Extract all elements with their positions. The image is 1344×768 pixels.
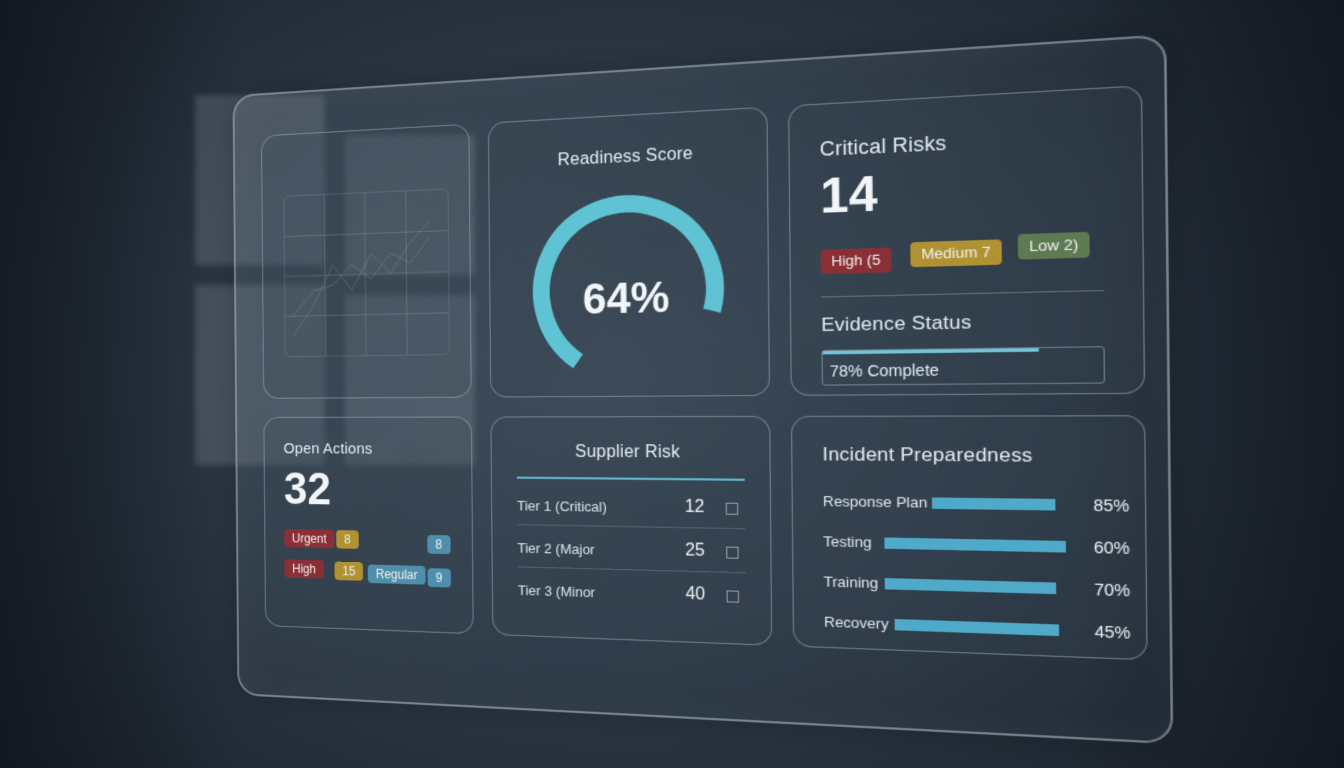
supplier-row: Tier 3 (Minor 40	[518, 569, 746, 617]
incident-item: Recovery 45%	[824, 609, 1131, 647]
incident-bar-fill	[884, 537, 1066, 552]
incident-item-label: Response Plan	[823, 493, 928, 511]
incident-item-label: Recovery	[824, 613, 889, 632]
incident-item-percent: 70%	[1094, 580, 1130, 600]
risk-badge-medium: Medium 7	[910, 239, 1002, 267]
supplier-tier-value: 25	[685, 541, 705, 561]
supplier-tier-value: 12	[685, 498, 705, 518]
supplier-row: Tier 1 (Critical) 12	[517, 485, 745, 529]
supplier-row-checkbox[interactable]	[726, 546, 738, 558]
risks-divider	[821, 290, 1104, 298]
critical-risks-title: Critical Risks	[820, 132, 947, 162]
action-badge-urgent-count: 8	[336, 530, 358, 549]
action-badge-regular-count-2: 9	[428, 568, 451, 587]
critical-risks-card: Critical Risks 14 High (5 Medium 7 Low 2…	[788, 85, 1145, 396]
action-badge-high-count: 15	[335, 562, 364, 581]
incident-bar-fill	[932, 497, 1056, 510]
incident-bar-fill	[885, 578, 1056, 594]
action-badge-regular-count-1: 8	[427, 535, 450, 554]
open-actions-card: Open Actions 32 Urgent 8 8 High 15 Regul…	[263, 417, 473, 635]
evidence-status-title: Evidence Status	[821, 311, 971, 336]
incident-item-percent: 85%	[1093, 496, 1129, 515]
readiness-title: Readiness Score	[489, 141, 767, 174]
incident-preparedness-card: Incident Preparedness Response Plan 85% …	[791, 415, 1148, 660]
supplier-row-checkbox[interactable]	[726, 503, 738, 515]
incident-item: Training 70%	[823, 569, 1130, 605]
readiness-score-card: Readiness Score 64%	[488, 107, 770, 398]
incident-item-percent: 45%	[1094, 622, 1130, 642]
incident-bar	[932, 497, 1056, 510]
incident-bar	[884, 537, 1066, 552]
incident-title: Incident Preparedness	[822, 444, 1032, 468]
supplier-tier-label: Tier 1 (Critical)	[517, 498, 607, 515]
incident-bar-fill	[895, 619, 1060, 636]
evidence-progress-fill	[823, 348, 1040, 354]
incident-item: Testing 60%	[823, 528, 1130, 562]
supplier-risk-card: Supplier Risk Tier 1 (Critical) 12 Tier …	[490, 416, 772, 646]
supplier-row-checkbox[interactable]	[727, 590, 739, 602]
supplier-risk-title: Supplier Risk	[492, 443, 770, 464]
supplier-tier-label: Tier 2 (Major	[517, 540, 594, 558]
action-badge-high: High	[284, 559, 323, 578]
supplier-tier-value: 40	[685, 585, 705, 605]
dashboard-glass-panel: Readiness Score 64% Critical Risks 14 Hi…	[233, 34, 1174, 744]
action-badge-regular: Regular	[368, 564, 426, 584]
action-badge-urgent: Urgent	[284, 529, 334, 548]
incident-item: Response Plan 85%	[823, 488, 1130, 520]
incident-bar	[895, 619, 1060, 636]
evidence-progress-label: 78% Complete	[830, 361, 939, 380]
incident-item-label: Testing	[823, 533, 871, 551]
incident-bar	[885, 578, 1056, 594]
evidence-progress-bar: 78% Complete	[822, 346, 1106, 386]
readiness-value: 64%	[490, 271, 768, 326]
risk-badge-low: Low 2)	[1018, 232, 1090, 260]
supplier-risk-underline	[517, 477, 745, 481]
supplier-row: Tier 2 (Major 25	[517, 527, 745, 573]
incident-item-percent: 60%	[1094, 538, 1130, 557]
supplier-tier-label: Tier 3 (Minor	[518, 582, 595, 600]
critical-risks-count: 14	[820, 167, 878, 225]
mini-line-chart	[283, 188, 450, 357]
open-actions-title: Open Actions	[283, 440, 372, 458]
trend-chart-card	[261, 124, 472, 399]
risk-badge-high: High (5	[821, 247, 892, 274]
incident-item-label: Training	[824, 573, 879, 591]
open-actions-count: 32	[284, 464, 331, 515]
